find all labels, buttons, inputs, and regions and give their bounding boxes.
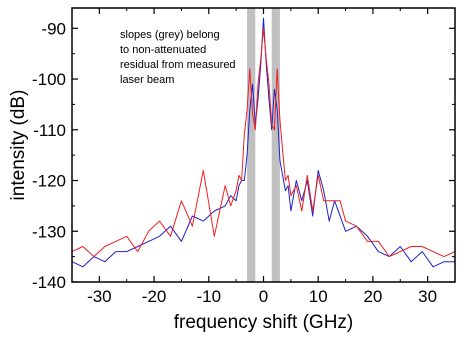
y-tick-label: -100 [32,70,66,89]
x-tick-label: -10 [196,287,221,306]
shaded-band-2 [271,8,280,282]
x-tick-label: -30 [87,287,112,306]
y-tick-label: -90 [41,19,66,38]
x-tick-label: 0 [259,287,268,306]
y-tick-label: -120 [32,172,66,191]
x-tick-label: 30 [418,287,437,306]
annotation-line: slopes (grey) belong [120,29,220,41]
x-tick-label: 10 [309,287,328,306]
axis-ticks: -30 -20 -10 0 10 20 30-140-130-120-110-100-90 [32,8,456,306]
shaded-bands [247,8,280,282]
annotation-block: slopes (grey) belong to non-attenuated res… [120,29,236,86]
x-axis-title: frequency shift (GHz) [174,312,354,333]
x-tick-label: 20 [363,287,382,306]
series-line-2 [71,27,456,258]
y-tick-label: -110 [33,121,66,140]
y-tick-label: -140 [32,273,66,292]
x-tick-label: -20 [142,287,167,306]
shaded-band-1 [247,8,256,282]
series-group [71,17,456,268]
annotation-line: laser beam [120,74,174,86]
y-tick-label: -130 [32,222,66,241]
y-axis-title: intensity (dB) [8,90,29,201]
annotation-line: residual from measured [120,59,236,71]
annotation-line: to non-attenuated [120,44,206,56]
